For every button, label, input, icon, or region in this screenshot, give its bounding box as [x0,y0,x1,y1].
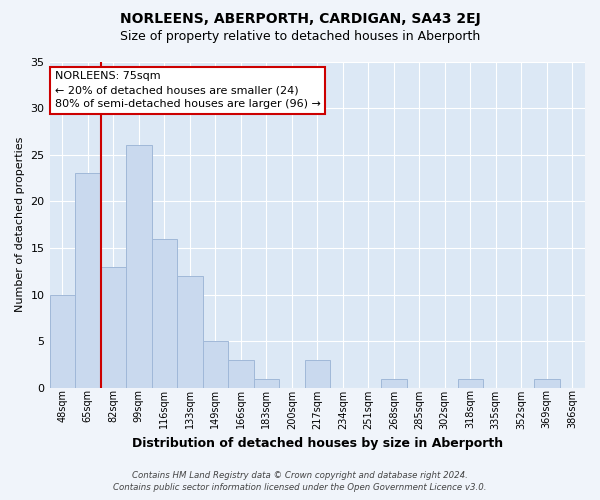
Text: Size of property relative to detached houses in Aberporth: Size of property relative to detached ho… [120,30,480,43]
Bar [203,342,228,388]
Bar [458,378,483,388]
Text: NORLEENS: 75sqm
← 20% of detached houses are smaller (24)
80% of semi-detached h: NORLEENS: 75sqm ← 20% of detached houses… [55,72,321,110]
Bar [228,360,254,388]
Y-axis label: Number of detached properties: Number of detached properties [15,137,25,312]
Text: NORLEENS, ABERPORTH, CARDIGAN, SA43 2EJ: NORLEENS, ABERPORTH, CARDIGAN, SA43 2EJ [119,12,481,26]
Bar [152,238,177,388]
Bar [50,294,75,388]
Bar [101,266,126,388]
Bar [75,174,101,388]
Bar [254,378,279,388]
Bar [305,360,330,388]
Bar [381,378,407,388]
X-axis label: Distribution of detached houses by size in Aberporth: Distribution of detached houses by size … [132,437,503,450]
Bar [534,378,560,388]
Bar [126,146,152,388]
Text: Contains HM Land Registry data © Crown copyright and database right 2024.
Contai: Contains HM Land Registry data © Crown c… [113,471,487,492]
Bar [177,276,203,388]
